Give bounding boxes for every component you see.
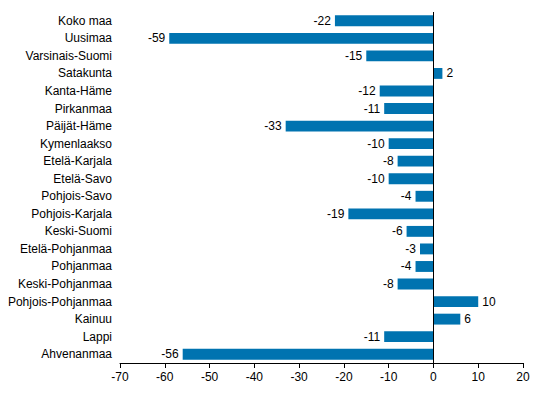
svg-text:-11: -11 — [364, 330, 381, 344]
svg-text:-15: -15 — [345, 49, 363, 63]
svg-text:6: 6 — [464, 312, 471, 326]
svg-text:Etelä-Pohjanmaa: Etelä-Pohjanmaa — [20, 242, 112, 256]
svg-text:Pirkanmaa: Pirkanmaa — [55, 102, 113, 116]
svg-text:-20: -20 — [335, 370, 353, 384]
svg-text:Pohjois-Savo: Pohjois-Savo — [41, 189, 112, 203]
svg-text:Keski-Suomi: Keski-Suomi — [45, 224, 112, 238]
svg-text:Kainuu: Kainuu — [75, 312, 112, 326]
svg-text:-8: -8 — [383, 277, 394, 291]
svg-text:Pohjois-Karjala: Pohjois-Karjala — [31, 207, 112, 221]
svg-text:-4: -4 — [401, 189, 412, 203]
svg-text:Lappi: Lappi — [83, 330, 112, 344]
svg-text:2: 2 — [446, 66, 453, 80]
svg-text:-10: -10 — [367, 137, 385, 151]
svg-text:-10: -10 — [367, 172, 385, 186]
svg-text:-70: -70 — [111, 370, 129, 384]
svg-text:10: 10 — [482, 295, 496, 309]
svg-text:Etelä-Savo: Etelä-Savo — [53, 172, 112, 186]
svg-text:-8: -8 — [383, 154, 394, 168]
svg-text:-12: -12 — [358, 84, 376, 98]
svg-text:Satakunta: Satakunta — [58, 66, 112, 80]
svg-text:10: 10 — [472, 370, 486, 384]
svg-text:-59: -59 — [148, 31, 166, 45]
svg-text:Etelä-Karjala: Etelä-Karjala — [43, 154, 112, 168]
svg-text:Koko maa: Koko maa — [58, 14, 112, 28]
svg-text:-60: -60 — [156, 370, 174, 384]
svg-text:Päijät-Häme: Päijät-Häme — [46, 119, 112, 133]
svg-text:Pohjois-Pohjanmaa: Pohjois-Pohjanmaa — [8, 295, 112, 309]
svg-text:-3: -3 — [405, 242, 416, 256]
svg-text:20: 20 — [516, 370, 530, 384]
svg-text:Pohjanmaa: Pohjanmaa — [51, 259, 112, 273]
svg-text:Kanta-Häme: Kanta-Häme — [45, 84, 113, 98]
svg-text:-56: -56 — [161, 347, 179, 361]
svg-text:Varsinais-Suomi: Varsinais-Suomi — [26, 49, 112, 63]
svg-text:Ahvenanmaa: Ahvenanmaa — [41, 347, 112, 361]
svg-text:-50: -50 — [201, 370, 219, 384]
svg-text:-19: -19 — [327, 207, 345, 221]
svg-text:0: 0 — [430, 370, 437, 384]
svg-text:Kymenlaakso: Kymenlaakso — [40, 137, 112, 151]
svg-text:-10: -10 — [380, 370, 398, 384]
svg-text:Keski-Pohjanmaa: Keski-Pohjanmaa — [18, 277, 112, 291]
svg-text:-4: -4 — [401, 259, 412, 273]
svg-text:-30: -30 — [290, 370, 308, 384]
svg-text:Uusimaa: Uusimaa — [65, 31, 113, 45]
svg-text:-11: -11 — [364, 102, 381, 116]
svg-text:-6: -6 — [392, 224, 403, 238]
svg-text:-40: -40 — [246, 370, 264, 384]
svg-text:-33: -33 — [264, 119, 282, 133]
svg-text:-22: -22 — [314, 14, 332, 28]
